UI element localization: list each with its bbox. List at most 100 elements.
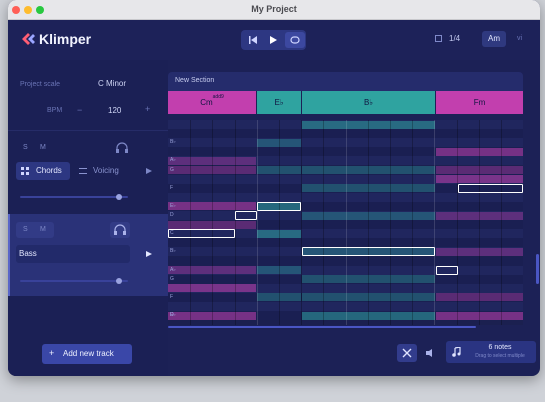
pitch-label: D bbox=[170, 312, 174, 319]
minimize-window-button[interactable] bbox=[24, 6, 32, 14]
chord-tone-band bbox=[436, 147, 523, 156]
grid-row bbox=[168, 302, 523, 311]
chord-tone-band bbox=[168, 220, 256, 229]
chord-block[interactable]: Cmadd9 bbox=[168, 91, 256, 114]
pitch-label: G bbox=[170, 166, 174, 173]
time-signature[interactable]: 1/4 bbox=[449, 34, 461, 43]
chords-track: S M Chords Voicing bbox=[8, 138, 168, 214]
grid-row bbox=[168, 265, 523, 275]
zoom-window-button[interactable] bbox=[36, 6, 44, 14]
grid-line bbox=[323, 120, 325, 325]
pitch-label: E♭ bbox=[170, 202, 176, 209]
chord-tone-band bbox=[257, 266, 301, 275]
play-button[interactable] bbox=[263, 30, 283, 50]
add-track-button[interactable]: + Add new track bbox=[42, 344, 132, 364]
speaker-icon[interactable] bbox=[426, 349, 436, 357]
play-track-icon[interactable] bbox=[146, 251, 152, 257]
bpm-increase-button[interactable]: + bbox=[145, 104, 151, 114]
klimper-logo-icon bbox=[22, 33, 35, 45]
chord-block[interactable]: B♭ bbox=[302, 91, 435, 114]
volume-slider-knob[interactable] bbox=[116, 194, 122, 200]
tab-chords-label: Chords bbox=[36, 166, 62, 175]
grid-line bbox=[279, 120, 280, 325]
grid-line bbox=[501, 120, 502, 325]
note-grid[interactable]: B♭ A♭ G F E♭ D C B♭ A♭ G F E♭ D bbox=[168, 120, 523, 325]
chord-tone-band bbox=[436, 293, 523, 302]
chord-tone-band bbox=[257, 166, 301, 174]
grid-row bbox=[168, 229, 523, 239]
bpm-value[interactable]: 120 bbox=[108, 106, 122, 115]
solo-button[interactable]: S bbox=[23, 226, 28, 233]
selected-note[interactable] bbox=[458, 183, 523, 193]
grid-row bbox=[168, 283, 523, 293]
grid-line bbox=[190, 120, 192, 325]
track-name-field[interactable]: Bass bbox=[16, 245, 130, 263]
expand-icon bbox=[402, 348, 412, 358]
pitch-label: B♭ bbox=[170, 139, 176, 146]
chord-tone-band bbox=[168, 202, 256, 211]
vertical-scrollbar[interactable] bbox=[536, 254, 539, 284]
horizontal-scrollbar[interactable] bbox=[168, 326, 476, 328]
chord-tone-band bbox=[257, 229, 301, 238]
project-scale-select[interactable]: C Minor bbox=[98, 79, 127, 88]
chord-tone-band bbox=[302, 311, 435, 320]
chord-block[interactable]: Fm bbox=[436, 91, 523, 114]
chord-block[interactable]: E♭ bbox=[257, 91, 301, 114]
pitch-label: E♭ bbox=[170, 312, 176, 319]
grid-line bbox=[234, 120, 236, 325]
metronome-icon[interactable] bbox=[435, 35, 442, 42]
volume-slider[interactable] bbox=[20, 194, 128, 200]
grid-row bbox=[168, 165, 523, 175]
chord-tone-band bbox=[302, 166, 435, 174]
mute-button[interactable]: M bbox=[40, 144, 46, 151]
volume-slider-knob[interactable] bbox=[116, 278, 122, 284]
window-title: My Project bbox=[251, 4, 297, 14]
selected-note[interactable] bbox=[235, 211, 257, 220]
selection-info: 6 notes Drag to select multiple bbox=[446, 341, 536, 363]
grid-row bbox=[168, 211, 523, 220]
selected-note[interactable] bbox=[436, 265, 458, 275]
grid-line bbox=[212, 120, 214, 325]
fit-view-button[interactable] bbox=[397, 344, 417, 362]
volume-slider[interactable] bbox=[20, 278, 128, 284]
rewind-button[interactable] bbox=[243, 30, 263, 50]
chord-tone-band bbox=[436, 247, 523, 256]
solo-button[interactable]: S bbox=[23, 144, 28, 151]
close-window-button[interactable] bbox=[12, 6, 20, 14]
scale-degree-label: vi bbox=[517, 35, 523, 42]
track-panel: Project scale C Minor BPM − 120 + S M Ch… bbox=[8, 60, 168, 376]
chord-tone-band bbox=[436, 211, 523, 220]
tab-voicing[interactable]: Voicing bbox=[93, 166, 119, 175]
pitch-label: A♭ bbox=[170, 157, 176, 164]
chord-tone-band bbox=[436, 175, 523, 184]
selected-note[interactable] bbox=[168, 229, 235, 239]
headphones-icon[interactable] bbox=[115, 142, 129, 154]
chord-tone-band bbox=[257, 293, 301, 302]
app-name: Klimper bbox=[39, 31, 92, 47]
chord-tone-band bbox=[168, 266, 256, 275]
loop-button[interactable] bbox=[285, 32, 305, 48]
notes-count: 6 notes bbox=[488, 344, 512, 351]
selected-note[interactable] bbox=[257, 201, 301, 211]
chord-tone-band bbox=[302, 275, 435, 284]
mute-button[interactable]: M bbox=[40, 226, 46, 233]
key-button[interactable]: Am bbox=[482, 31, 506, 47]
section-header[interactable]: New Section bbox=[168, 72, 523, 91]
headphones-button[interactable] bbox=[110, 222, 130, 238]
transport-controls bbox=[241, 30, 306, 50]
bass-track: S M Bass bbox=[8, 214, 168, 296]
grid-line bbox=[345, 120, 347, 325]
project-scale-label: Project scale bbox=[20, 81, 61, 88]
tab-chords[interactable]: Chords bbox=[16, 162, 70, 180]
grid-row bbox=[168, 201, 523, 211]
grid-line bbox=[301, 120, 303, 325]
grid-row bbox=[168, 274, 523, 284]
divider bbox=[8, 130, 168, 131]
grid-row bbox=[168, 129, 523, 139]
chord-tone-band bbox=[436, 311, 523, 320]
bpm-decrease-button[interactable]: − bbox=[77, 105, 83, 115]
play-track-icon[interactable] bbox=[146, 168, 152, 174]
grid-row bbox=[168, 156, 523, 166]
selected-note[interactable] bbox=[302, 247, 435, 257]
chord-root: B♭ bbox=[363, 98, 374, 107]
